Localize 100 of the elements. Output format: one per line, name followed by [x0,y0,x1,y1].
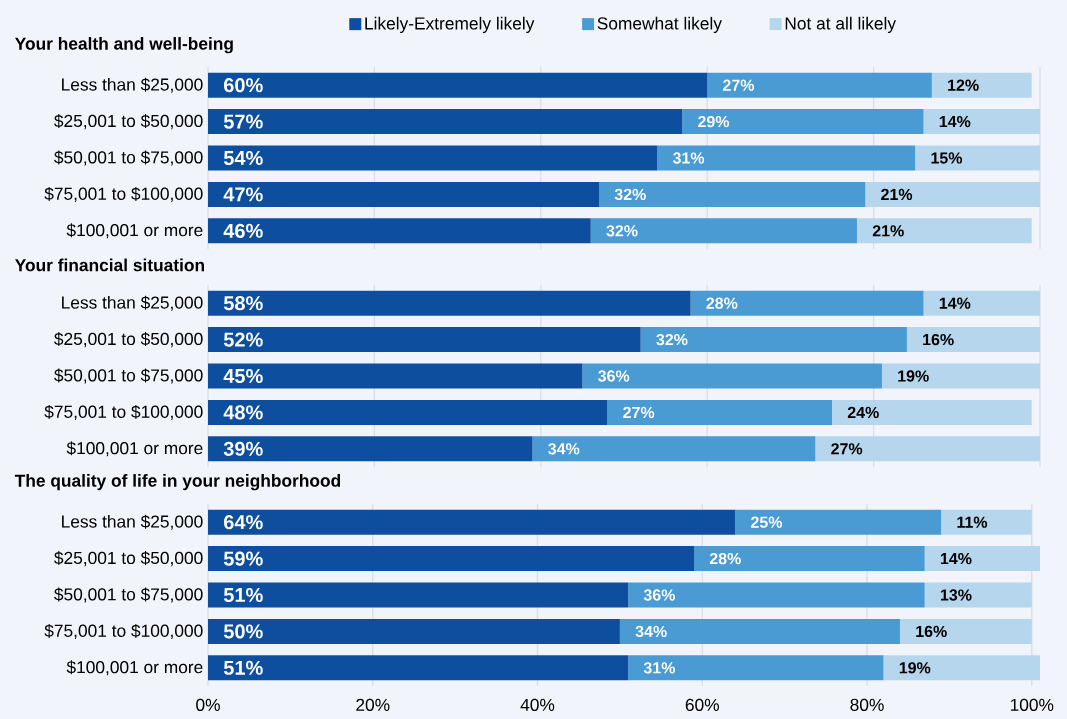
y-tick-label: $25,001 to $50,000 [54,114,203,130]
data-label: 13% [940,589,972,601]
bar [690,290,924,316]
bar [856,218,1032,244]
bar [899,618,1032,644]
y-tick-label: $50,001 to $75,000 [54,150,203,166]
data-label: 16% [923,333,954,346]
bar [923,290,1041,316]
bar [208,327,641,353]
y-tick-label: $100,001 or more [66,660,203,676]
bar [208,363,583,389]
x-tick-label: 0% [196,698,220,711]
data-label: 48% [223,405,263,420]
data-label: 36% [598,370,630,382]
bar [931,72,1032,98]
y-tick-label: $25,001 to $50,000 [54,332,203,348]
bar [208,290,691,316]
bar [865,181,1041,207]
bar [208,181,600,207]
data-label: 51% [223,660,263,675]
data-label: 59% [223,551,263,566]
y-tick-label: Less than $25,000 [62,77,203,93]
bar [532,436,816,462]
y-tick-label: $50,001 to $75,000 [54,368,203,384]
bar [208,145,658,171]
bar [208,72,708,98]
data-label: 27% [723,79,755,91]
bar [208,109,683,135]
data-label: 14% [939,115,971,128]
x-tick-label: 20% [356,698,390,711]
data-label: 34% [548,443,580,455]
bar [628,582,925,608]
bar [208,546,695,572]
data-label: 28% [706,297,738,309]
data-label: 31% [672,152,705,164]
data-label: 32% [606,225,638,237]
y-tick-label: $75,001 to $100,000 [44,404,203,420]
bar [924,582,1032,608]
data-label: 36% [643,589,675,601]
data-label: 21% [872,225,904,237]
data-label: 51% [223,587,263,603]
data-label: 14% [940,552,972,565]
bar [924,546,1041,572]
bar [208,655,629,681]
bar [208,218,591,244]
bar [640,327,907,353]
bar [832,399,1032,425]
chart-title: Your health and well-being [15,37,233,54]
data-label: 29% [698,115,730,128]
legend-label: Not at all likely [785,16,896,34]
data-label: 57% [223,114,263,129]
bar [208,618,620,644]
bar [208,436,533,462]
data-label: 64% [224,515,263,530]
bar [906,327,1041,353]
data-label: 50% [223,624,263,639]
data-label: 54% [223,150,263,166]
x-tick-label: 40% [520,698,555,711]
data-label: 34% [635,625,667,638]
data-label: 39% [223,441,263,456]
legend-label: Likely-Extremely likely [365,16,535,34]
data-label: 19% [899,662,931,674]
data-label: 47% [223,187,263,202]
bar [915,145,1041,171]
y-tick-label: $50,001 to $75,000 [54,587,203,603]
data-label: 52% [223,332,263,347]
data-label: 28% [709,552,741,565]
data-label: 58% [223,296,263,311]
data-label: 24% [847,406,879,419]
data-label: 11% [957,516,988,528]
bar [694,546,925,572]
data-label: 45% [223,368,263,384]
data-label: 21% [881,188,913,201]
bar [208,582,629,608]
data-label: 46% [223,223,263,238]
data-label: 60% [224,78,263,93]
data-label: 12% [948,79,979,91]
data-label: 27% [623,406,655,419]
y-tick-label: $25,001 to $50,000 [54,551,203,567]
bar [707,72,932,98]
data-label: 16% [916,625,947,638]
data-label: 25% [751,516,783,528]
bar [883,655,1041,681]
data-label: 19% [898,370,929,382]
data-label: 15% [931,152,963,164]
bar [881,363,1041,389]
bar [628,655,884,681]
legend-label: Somewhat likely [597,16,722,34]
y-tick-label: $75,001 to $100,000 [44,623,203,639]
bar [619,618,900,644]
y-tick-label: $75,001 to $100,000 [44,186,203,202]
data-label: 27% [831,443,863,455]
chart-title: Your financial situation [15,258,205,272]
bar [599,181,866,207]
bar [582,363,882,389]
chart-title: The quality of life in your neighborhood [14,474,341,491]
y-tick-label: $100,001 or more [66,441,203,457]
y-tick-label: $100,001 or more [66,223,203,239]
bar [208,399,608,425]
bar [735,509,942,535]
